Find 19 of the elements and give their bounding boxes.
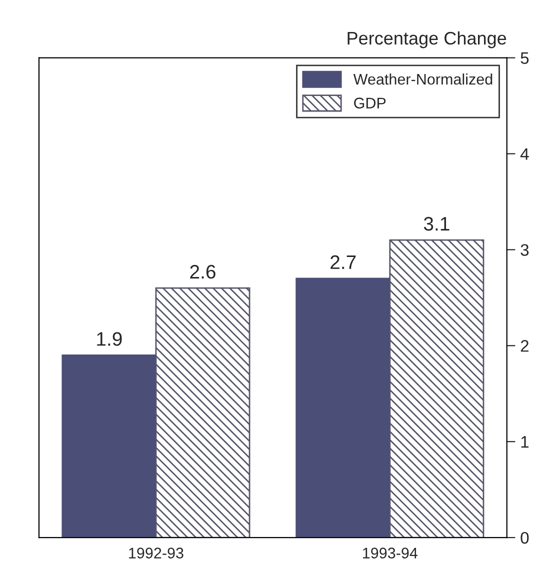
bar: [62, 354, 157, 538]
y-tick-label: 5: [520, 52, 529, 64]
y-tick-label: 2: [520, 340, 528, 352]
bar: [296, 278, 391, 538]
bar: [389, 239, 484, 538]
data-label: 2.7: [330, 255, 356, 269]
x-tick-label: 1992-93: [129, 548, 184, 558]
y-axis-title: Percentage Change: [348, 31, 506, 48]
y-tick-label: 1: [521, 436, 529, 448]
y-tick-label: 4: [520, 148, 529, 160]
x-tick-label: 1993-94: [363, 548, 418, 558]
legend-label: GDP: [354, 98, 386, 108]
bar: [155, 287, 250, 538]
y-tick-label: 3: [520, 244, 529, 256]
data-label: 1.9: [97, 332, 122, 346]
data-label: 3.1: [424, 216, 450, 231]
y-tick-label: 0: [520, 532, 529, 544]
data-label: 2.6: [190, 264, 216, 279]
legend-label: Weather-Normalized: [353, 73, 492, 85]
